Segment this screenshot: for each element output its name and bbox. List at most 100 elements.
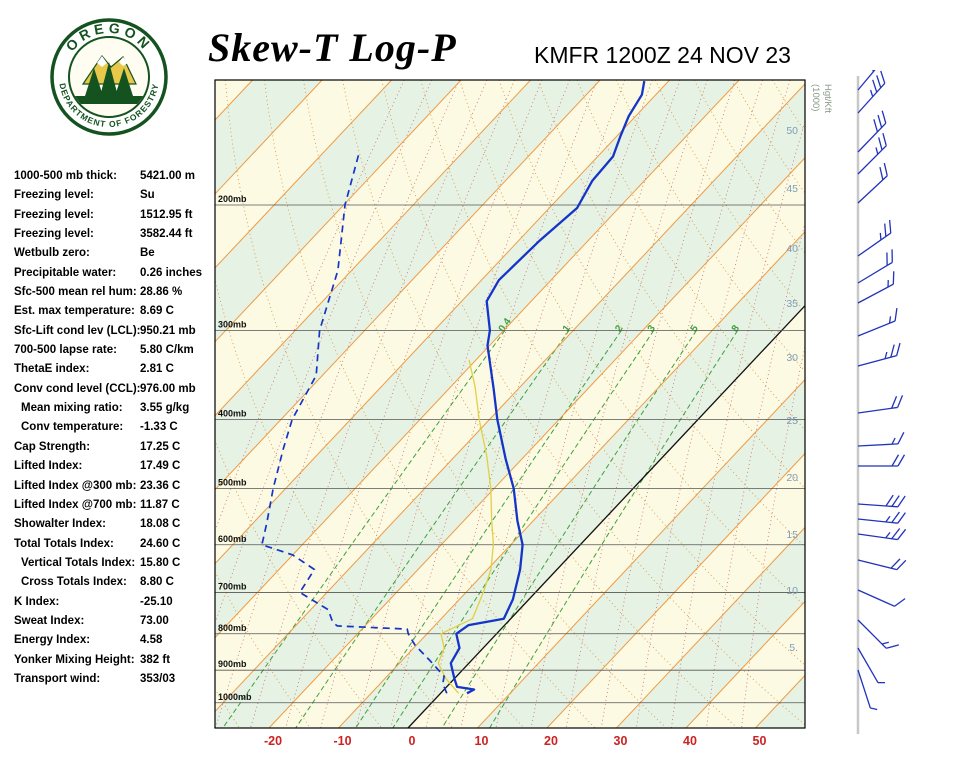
index-value: 73.00: [140, 614, 169, 627]
index-row: Mean mixing ratio: 3.55 g/kg: [14, 399, 224, 418]
wetbulb-trace: [437, 359, 495, 694]
index-row: Lifted Index @300 mb: 23.36 C: [14, 477, 224, 496]
temp-tick-label: -10: [333, 734, 351, 748]
index-value: 5421.00 m: [140, 170, 195, 182]
index-value: 18.08 C: [140, 518, 181, 531]
index-value: 382 ft: [140, 653, 171, 666]
index-value: 4.58: [140, 634, 163, 647]
index-value: 23.36 C: [140, 479, 181, 492]
index-value: 24.60 C: [140, 537, 181, 550]
temp-tick-label: 20: [544, 734, 558, 748]
index-label: Mean mixing ratio:: [21, 402, 123, 415]
index-label: Total Totals Index:: [14, 537, 114, 550]
index-label: Vertical Totals Index:: [21, 556, 136, 569]
index-label: 700-500 lapse rate:: [14, 344, 117, 357]
height-mark-label: 30: [786, 352, 798, 364]
index-row: Energy Index: 4.58: [14, 631, 224, 650]
height-mark-label: 15: [786, 529, 798, 541]
mixing-ratio-label: 5: [689, 323, 701, 334]
pressure-labels: 200mb 300mb 400mb 500mb 600mb 700mb 800mb 900mb…: [218, 194, 252, 702]
pressure-label: 300mb: [218, 319, 247, 329]
index-value: 950.21 mb: [140, 324, 196, 337]
index-value: -25.10: [140, 595, 173, 608]
wind-barb: [857, 589, 906, 607]
index-label: Sweat Index:: [14, 614, 85, 627]
wind-barb: [857, 395, 904, 414]
index-value: 353/03: [140, 672, 176, 685]
height-mark-label: 25: [786, 415, 798, 427]
temperature-trace: [449, 80, 646, 695]
height-axis-title: Hgt/Kft: [822, 84, 833, 113]
pressure-label: 200mb: [218, 194, 247, 204]
index-row: Lifted Index: 17.49 C: [14, 457, 224, 476]
index-label: Transport wind:: [14, 672, 101, 685]
mixing-ratio-lines: 0.4 1 2 3 5 8: [222, 316, 742, 728]
index-label: Precipitable water:: [14, 266, 117, 279]
height-mark-label: 40: [786, 243, 798, 255]
index-row: Cross Totals Index: 8.80 C: [14, 573, 224, 592]
wind-barb: [857, 342, 901, 367]
index-row: K Index: -25.10: [14, 593, 224, 612]
wind-barb: [858, 454, 906, 467]
temp-tick-label: 30: [614, 734, 628, 748]
index-label: Showalter Index:: [14, 518, 107, 531]
index-row: Sfc-500 mean rel hum: 28.86 %: [14, 283, 224, 302]
index-row: Wetbulb zero: Be: [14, 244, 224, 263]
wind-barb: [857, 132, 887, 175]
index-value: 11.87 C: [140, 498, 180, 511]
mixing-ratio-label: 2: [613, 323, 625, 334]
wind-barb: [857, 70, 886, 114]
index-label: Lifted Index:: [14, 460, 83, 473]
index-label: Freezing level:: [14, 208, 94, 221]
index-value: 8.80 C: [140, 576, 174, 589]
wind-barb: [857, 162, 888, 204]
index-row: Est. max temperature: 8.69 C: [14, 302, 224, 321]
pressure-label: 1000mb: [218, 692, 252, 702]
wind-barb: [857, 494, 906, 508]
index-label: Conv cond level (CCL):: [14, 382, 141, 395]
index-value: 2.81 C: [140, 363, 174, 376]
chart-border: [214, 79, 806, 729]
index-label: Sfc-500 mean rel hum:: [14, 286, 137, 299]
wind-barb: [857, 271, 895, 304]
pressure-label: 400mb: [218, 408, 247, 418]
pressure-label: 800mb: [218, 623, 247, 633]
index-label: Yonker Mixing Height:: [14, 653, 135, 666]
indices-panel: 1000-500 mb thick: 5421.00 m Freezing leve…: [14, 167, 224, 689]
index-label: 1000-500 mb thick:: [14, 170, 117, 182]
index-value: 0.26 inches: [140, 266, 203, 279]
index-value: 28.86 %: [140, 286, 183, 299]
index-value: 1512.95 ft: [140, 208, 193, 221]
isotherm-bands: [215, 80, 805, 728]
zero-isotherm: [407, 304, 805, 728]
index-label: Wetbulb zero:: [14, 247, 90, 260]
temp-tick-label: 40: [683, 734, 697, 748]
station-time-label: KMFR 1200Z 24 NOV 23: [534, 42, 791, 68]
wind-barb: [857, 249, 893, 284]
index-label: Est. max temperature:: [14, 305, 135, 318]
index-value: 976.00 mb: [140, 382, 196, 395]
wind-barb: [857, 669, 878, 711]
height-axis-subtitle: (1000): [810, 84, 821, 111]
index-value: -1.33 C: [140, 421, 178, 434]
pressure-label: 600mb: [218, 534, 247, 544]
index-row: Sfc-Lift cond lev (LCL):950.21 mb: [14, 322, 224, 341]
index-row: Total Totals Index: 24.60 C: [14, 535, 224, 554]
dewpoint-trace: [261, 150, 448, 694]
index-value: 3582.44 ft: [140, 228, 193, 241]
index-label: Freezing level:: [14, 189, 94, 202]
index-value: 17.49 C: [140, 460, 181, 473]
logo-forest-scene: [75, 54, 143, 104]
index-row: Freezing level: 3582.44 ft: [14, 225, 224, 244]
index-label: Energy Index:: [14, 634, 91, 647]
pressure-lines: [215, 204, 805, 704]
wind-barb: [857, 511, 906, 524]
mixing-ratio-label: 1: [561, 323, 573, 334]
index-value: Su: [140, 189, 155, 202]
wind-barb-column: [856, 70, 907, 734]
index-row: Sweat Index: 73.00: [14, 612, 224, 631]
wind-barb: [857, 619, 900, 649]
height-axis-labels: 50 45 40 35 30 25 20 15 10 5. (1000) Hgt/Kft: [786, 84, 833, 654]
index-row: Freezing level: 1512.95 ft: [14, 206, 224, 225]
index-value: 17.25 C: [140, 440, 181, 453]
